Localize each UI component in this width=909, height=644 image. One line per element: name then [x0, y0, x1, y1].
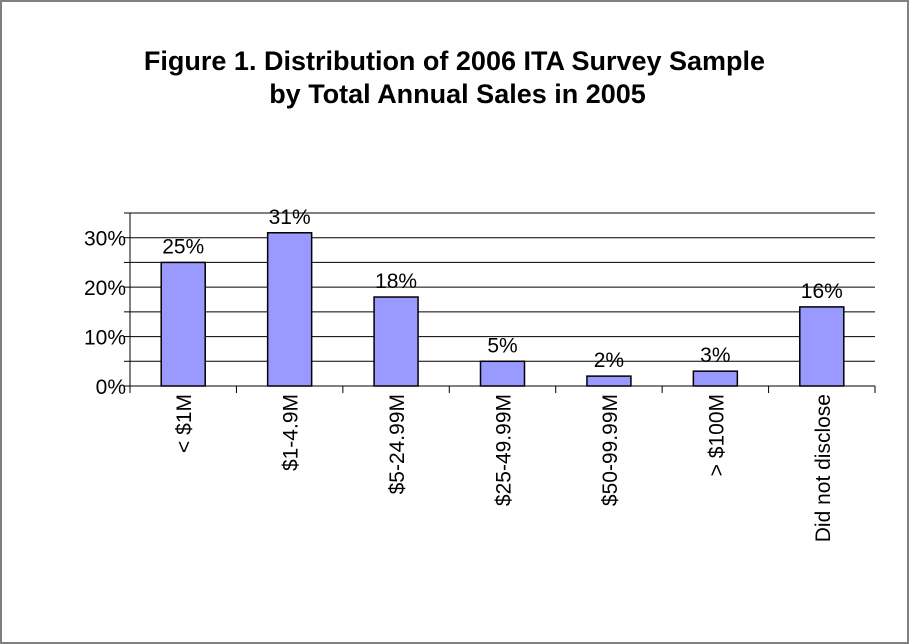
data-label: 18% — [375, 270, 417, 293]
bar — [373, 296, 419, 387]
gridlines — [130, 212, 875, 362]
x-tick-label: > $100M — [705, 394, 728, 476]
x-tick-label: $25-49.99M — [493, 394, 516, 506]
bar — [266, 232, 313, 387]
bar — [799, 306, 845, 387]
x-tick-label: < $1M — [173, 394, 196, 453]
x-tick-label: $1-4.9M — [280, 394, 303, 471]
chart-title: Figure 1. Distribution of 2006 ITA Surve… — [0, 45, 909, 111]
data-label: 25% — [162, 235, 204, 258]
tick-labels: 0% 10% 20% 30% < $1M $1-4.9M $5-24.99M $25-49.9… — [84, 228, 835, 543]
data-labels: 25% 31% 18% 5% 2% 3% 16% — [162, 206, 843, 372]
bar — [479, 360, 526, 387]
data-label: 3% — [700, 344, 730, 367]
bar — [160, 261, 206, 387]
bars — [160, 232, 845, 387]
x-tick-label: $50-99.99M — [599, 394, 622, 506]
data-label: 31% — [269, 206, 311, 229]
chart-title-line-1: Figure 1. Distribution of 2006 ITA Surve… — [143, 46, 766, 76]
x-tick-label: Did not disclose — [812, 394, 835, 542]
data-label: 5% — [487, 334, 517, 357]
bar — [586, 375, 632, 387]
y-tick-label: 10% — [84, 327, 126, 350]
y-tick-label: 30% — [84, 228, 126, 251]
data-label: 16% — [801, 280, 843, 303]
bar — [692, 370, 739, 387]
x-tick-label: $5-24.99M — [386, 394, 409, 494]
y-tick-label: 0% — [96, 376, 126, 399]
chart-title-line-2: by Total Annual Sales in 2005 — [269, 79, 646, 109]
data-label: 2% — [594, 349, 624, 372]
y-tick-label: 20% — [84, 277, 126, 300]
